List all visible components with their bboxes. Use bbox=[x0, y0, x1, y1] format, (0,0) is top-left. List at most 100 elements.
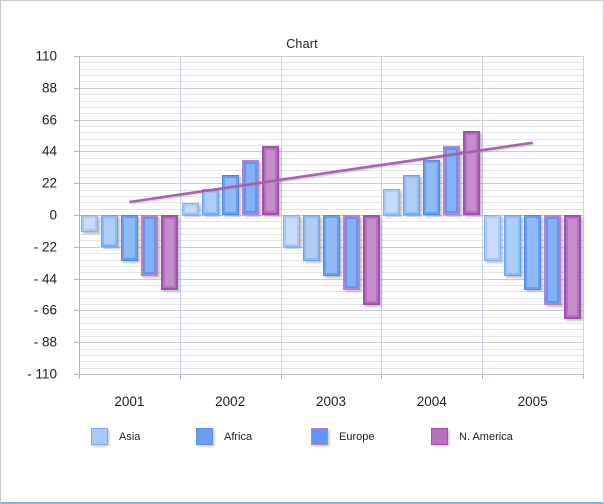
x-axis-tick bbox=[583, 374, 584, 379]
y-axis-tick bbox=[74, 342, 79, 344]
bar-highlight bbox=[366, 219, 376, 301]
minor-gridline bbox=[79, 195, 583, 197]
bar-asia-2002[interactable] bbox=[181, 203, 199, 215]
bar-highlight bbox=[487, 218, 499, 259]
category-gridline bbox=[381, 56, 383, 374]
legend-item-asia[interactable]: Asia bbox=[91, 428, 140, 445]
y-axis-label: 0 bbox=[49, 207, 57, 223]
bar-highlight bbox=[426, 163, 438, 212]
major-gridline bbox=[79, 56, 583, 57]
x-axis-label-2005: 2005 bbox=[517, 394, 548, 409]
bar-series2-2004[interactable] bbox=[403, 174, 421, 215]
x-axis-label-2002: 2002 bbox=[215, 394, 246, 409]
bar-highlight bbox=[447, 149, 457, 211]
minor-gridline bbox=[79, 157, 583, 159]
x-axis-label-2003: 2003 bbox=[315, 394, 347, 409]
minor-gridline bbox=[79, 284, 583, 286]
trend-line-shadow bbox=[130, 142, 535, 205]
legend-item-europe[interactable]: Europe bbox=[311, 428, 374, 445]
minor-gridline bbox=[79, 81, 583, 83]
y-axis-label: - 22 bbox=[33, 239, 57, 255]
x-axis-tick bbox=[280, 374, 282, 379]
minor-gridline bbox=[79, 208, 583, 210]
bar-highlight bbox=[325, 218, 337, 273]
bar-highlight bbox=[83, 218, 95, 230]
bar-africa-2002[interactable] bbox=[221, 174, 239, 215]
minor-gridline bbox=[79, 329, 583, 331]
bar-highlight bbox=[406, 177, 418, 212]
trend-line[interactable] bbox=[129, 141, 533, 204]
minor-gridline bbox=[79, 348, 583, 350]
bar-europe-2001[interactable] bbox=[140, 215, 158, 276]
minor-gridline bbox=[79, 361, 583, 363]
minor-gridline bbox=[79, 335, 583, 337]
bar-africa-2003[interactable] bbox=[322, 215, 340, 276]
bar-asia-2001[interactable] bbox=[80, 215, 98, 233]
minor-gridline bbox=[79, 75, 583, 77]
minor-gridline bbox=[79, 189, 583, 191]
legend-item-n-america[interactable]: N. America bbox=[431, 428, 513, 445]
bar-highlight bbox=[164, 219, 174, 287]
bar-series2-2003[interactable] bbox=[302, 215, 320, 262]
major-gridline bbox=[79, 151, 583, 153]
y-axis-label: - 44 bbox=[33, 271, 57, 287]
bar-series2-2005[interactable] bbox=[504, 215, 522, 276]
bar-africa-2005[interactable] bbox=[524, 215, 542, 291]
bar-highlight bbox=[184, 206, 196, 212]
y-axis-tick bbox=[74, 151, 79, 153]
y-axis-line bbox=[79, 56, 80, 374]
minor-gridline bbox=[79, 132, 583, 134]
minor-gridline bbox=[79, 125, 583, 127]
bar-n-america-2003[interactable] bbox=[362, 215, 380, 305]
bar-highlight bbox=[568, 219, 578, 316]
y-axis-label: 44 bbox=[41, 143, 57, 159]
bar-highlight bbox=[467, 135, 477, 211]
bar-highlight bbox=[245, 164, 255, 211]
bar-asia-2005[interactable] bbox=[484, 215, 502, 262]
bar-asia-2003[interactable] bbox=[282, 215, 300, 247]
bar-highlight bbox=[548, 219, 558, 301]
legend-swatch bbox=[311, 428, 328, 445]
minor-gridline bbox=[79, 106, 583, 108]
bar-europe-2003[interactable] bbox=[342, 215, 360, 291]
major-gridline bbox=[79, 310, 583, 312]
y-axis-label: - 66 bbox=[33, 302, 57, 318]
bar-n-america-2005[interactable] bbox=[564, 215, 582, 320]
legend-label: Asia bbox=[119, 430, 141, 443]
major-gridline bbox=[79, 342, 583, 344]
y-axis-tick bbox=[74, 215, 79, 216]
y-axis-tick bbox=[74, 374, 79, 375]
x-axis-tick bbox=[482, 374, 484, 379]
x-axis-tick bbox=[79, 374, 80, 379]
bar-europe-2004[interactable] bbox=[443, 145, 461, 215]
plot-area bbox=[74, 56, 584, 379]
bar-series2-2001[interactable] bbox=[100, 215, 118, 247]
minor-gridline bbox=[79, 202, 583, 204]
bar-europe-2005[interactable] bbox=[544, 215, 562, 305]
category-gridline bbox=[482, 56, 484, 374]
bar-n-america-2001[interactable] bbox=[160, 215, 178, 291]
y-axis-label: - 110 bbox=[27, 366, 57, 382]
legend-swatch bbox=[196, 428, 213, 445]
major-gridline bbox=[79, 119, 583, 121]
legend-item-africa[interactable]: Africa bbox=[196, 428, 252, 445]
bar-europe-2002[interactable] bbox=[241, 160, 259, 215]
bar-africa-2004[interactable] bbox=[423, 160, 441, 215]
bar-africa-2001[interactable] bbox=[120, 215, 138, 262]
y-axis-tick bbox=[74, 87, 79, 89]
minor-gridline bbox=[79, 94, 583, 96]
trend-line-layer bbox=[129, 141, 535, 205]
category-gridline bbox=[583, 56, 584, 374]
category-gridline bbox=[179, 56, 181, 374]
y-axis-label: 22 bbox=[41, 175, 57, 191]
minor-gridline bbox=[79, 291, 583, 293]
minor-gridline bbox=[79, 170, 583, 172]
bar-asia-2004[interactable] bbox=[383, 188, 401, 215]
y-axis-tick bbox=[74, 56, 79, 57]
minor-gridline bbox=[79, 297, 583, 299]
minor-gridline bbox=[79, 164, 583, 166]
major-gridline bbox=[79, 87, 583, 89]
bar-highlight bbox=[305, 218, 317, 259]
y-axis-label: 88 bbox=[41, 80, 57, 96]
